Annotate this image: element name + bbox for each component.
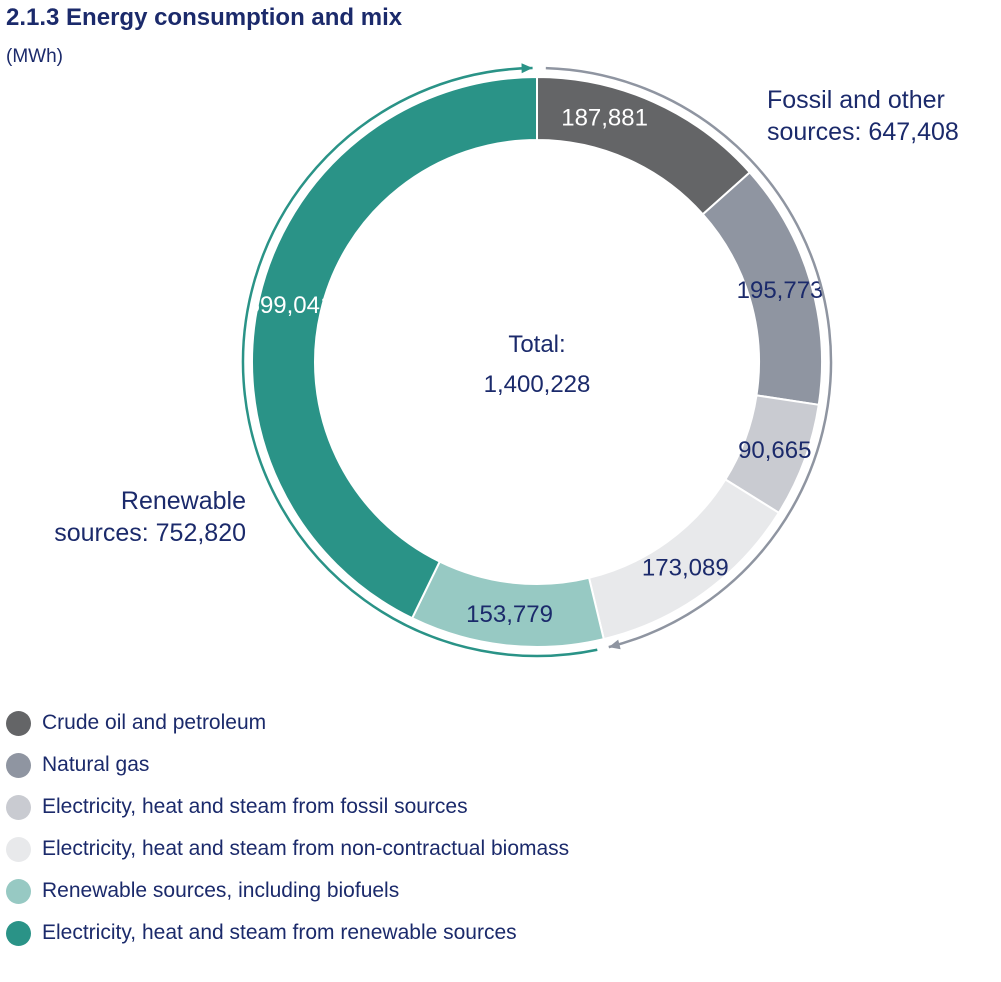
legend-swatch: [6, 794, 31, 820]
legend-label: Electricity, heat and steam from renewab…: [42, 921, 517, 944]
slice-electricity-heat-and-steam-from-renewable-sources: [251, 75, 538, 620]
data-label-renewable-sources-including-biofuels: 153,779: [466, 601, 553, 628]
slice-crude-oil-and-petroleum: [536, 75, 752, 216]
center-label: Total:: [508, 331, 565, 358]
chart-legend: Crude oil and petroleum Natural gas Electr…: [6, 702, 569, 954]
legend-item-electricity-heat-and-steam-from-non-contractual-biomass: Electricity, heat and steam from non-con…: [6, 828, 569, 870]
legend-label: Electricity, heat and steam from non-con…: [42, 837, 570, 860]
chart-unit-label: (MWh): [6, 46, 63, 67]
data-label-natural-gas: 195,773: [737, 277, 824, 304]
center-total-value: 1,400,228: [484, 371, 591, 398]
legend-label: Natural gas: [42, 753, 150, 776]
legend-item-natural-gas: Natural gas: [6, 744, 569, 786]
legend-item-electricity-heat-and-steam-from-renewable-sources: Electricity, heat and steam from renewab…: [6, 912, 569, 954]
legend-swatch: [6, 752, 31, 778]
data-label-electricity-heat-and-steam-from-non-contractual-biomass: 173,089: [642, 555, 729, 582]
renewable-group-arrowhead: [521, 63, 533, 74]
legend-swatch: [6, 710, 31, 736]
fossil-group-arrowhead: [608, 639, 621, 650]
fossil-group-arc: [545, 66, 833, 649]
renewable-group-label: Renewable sources: 752,820: [54, 487, 246, 547]
data-label-electricity-heat-and-steam-from-renewable-sources: 599,041: [247, 292, 334, 319]
chart-title: 2.1.3 Energy consumption and mix: [6, 4, 403, 31]
data-label-electricity-heat-and-steam-from-fossil-sources: 90,665: [738, 437, 811, 464]
renewable-group-arc: [241, 66, 598, 658]
legend-label: Electricity, heat and steam from fossil …: [42, 795, 468, 818]
legend-item-renewable-sources-including-biofuels: Renewable sources, including biofuels: [6, 870, 569, 912]
legend-swatch: [6, 920, 31, 946]
fossil-group-label: Fossil and other sources: 647,408: [767, 86, 959, 146]
legend-label: Crude oil and petroleum: [42, 711, 267, 734]
legend-item-electricity-heat-and-steam-from-fossil-sources: Electricity, heat and steam from fossil …: [6, 786, 569, 828]
data-label-crude-oil-and-petroleum: 187,881: [561, 105, 648, 132]
legend-label: Renewable sources, including biofuels: [42, 879, 400, 902]
legend-swatch: [6, 878, 31, 904]
legend-item-crude-oil-and-petroleum: Crude oil and petroleum: [6, 702, 569, 744]
legend-swatch: [6, 836, 31, 862]
